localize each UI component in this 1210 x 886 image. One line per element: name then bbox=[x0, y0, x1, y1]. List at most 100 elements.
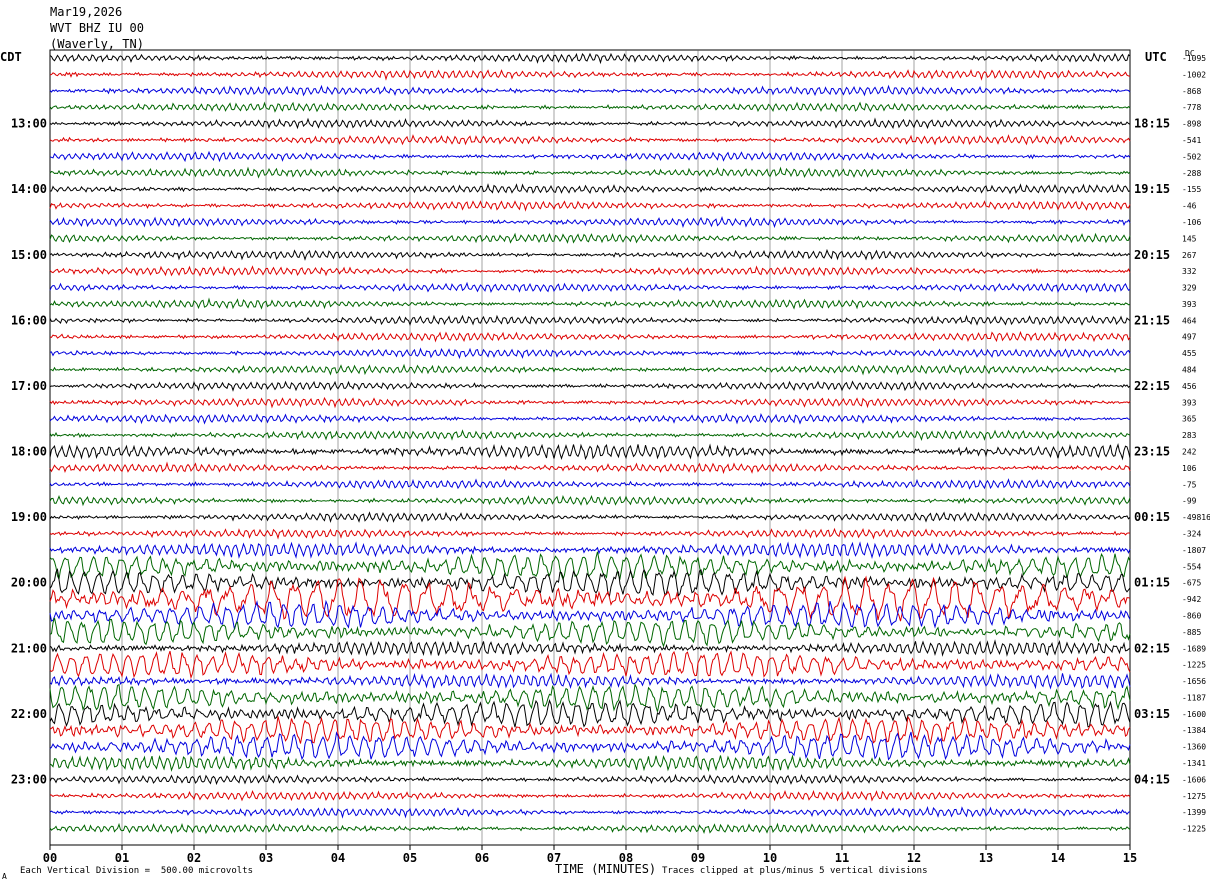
x-tick-label: 10 bbox=[763, 851, 777, 865]
dc-offset-label: -324 bbox=[1182, 529, 1201, 538]
dc-offset-label: -288 bbox=[1182, 169, 1201, 178]
dc-offset-label: -675 bbox=[1182, 579, 1201, 588]
seismic-trace bbox=[49, 216, 1131, 229]
left-hour-label: 23:00 bbox=[11, 772, 47, 786]
corner-mark: A bbox=[2, 872, 7, 881]
seismic-trace bbox=[49, 494, 1131, 507]
right-hour-label: 00:15 bbox=[1134, 510, 1170, 524]
x-tick-label: 09 bbox=[691, 851, 705, 865]
dc-offset-label: 329 bbox=[1182, 284, 1197, 293]
x-tick-label: 13 bbox=[979, 851, 993, 865]
left-hour-label: 20:00 bbox=[11, 576, 47, 590]
seismic-trace bbox=[49, 789, 1131, 802]
right-hour-label: 19:15 bbox=[1134, 182, 1170, 196]
seismic-trace bbox=[49, 396, 1131, 409]
seismic-trace bbox=[49, 461, 1131, 475]
seismic-trace bbox=[49, 363, 1131, 376]
seismic-trace bbox=[49, 265, 1131, 277]
dc-offset-label: -502 bbox=[1182, 152, 1201, 161]
x-tick-label: 00 bbox=[43, 851, 57, 865]
dc-offset-label: -1275 bbox=[1182, 792, 1206, 801]
dc-column-header: DC bbox=[1185, 49, 1195, 58]
x-tick-label: 03 bbox=[259, 851, 273, 865]
seismic-trace bbox=[49, 551, 1131, 581]
dc-offset-label: -1606 bbox=[1182, 775, 1206, 784]
left-hour-label: 19:00 bbox=[11, 510, 47, 524]
x-tick-label: 05 bbox=[403, 851, 417, 865]
x-tick-label: 08 bbox=[619, 851, 633, 865]
seismic-trace bbox=[49, 183, 1131, 195]
dc-offset-label: -1656 bbox=[1182, 677, 1206, 686]
seismic-trace bbox=[49, 805, 1131, 819]
dc-offset-label: 464 bbox=[1182, 316, 1197, 325]
dc-offset-label: -1689 bbox=[1182, 644, 1206, 653]
dc-offset-label: 393 bbox=[1182, 300, 1197, 309]
right-hour-label: 23:15 bbox=[1134, 445, 1170, 459]
dc-offset-label: 456 bbox=[1182, 382, 1197, 391]
seismic-trace bbox=[49, 511, 1131, 523]
x-tick-label: 14 bbox=[1051, 851, 1065, 865]
seismic-trace bbox=[49, 84, 1131, 97]
x-tick-label: 01 bbox=[115, 851, 129, 865]
seismic-trace bbox=[49, 380, 1131, 392]
right-hour-label: 20:15 bbox=[1134, 248, 1170, 262]
seismic-trace bbox=[49, 639, 1131, 657]
seismic-trace bbox=[49, 429, 1131, 442]
left-hour-label: 15:00 bbox=[11, 248, 47, 262]
seismic-trace bbox=[49, 297, 1131, 310]
right-hour-label: 03:15 bbox=[1134, 707, 1170, 721]
seismic-trace bbox=[49, 443, 1131, 461]
dc-offset-label: -155 bbox=[1182, 185, 1201, 194]
seismic-trace bbox=[49, 478, 1131, 490]
x-tick-label: 11 bbox=[835, 851, 849, 865]
x-tick-label: 02 bbox=[187, 851, 201, 865]
dc-offset-label: 393 bbox=[1182, 398, 1197, 407]
x-tick-label: 07 bbox=[547, 851, 561, 865]
header-date: Mar19,2026 bbox=[50, 5, 123, 19]
dc-offset-label: 283 bbox=[1182, 431, 1197, 440]
dc-offset-label: -1341 bbox=[1182, 759, 1206, 768]
dc-offset-label: -106 bbox=[1182, 218, 1201, 227]
clip-note: Traces clipped at plus/minus 5 vertical … bbox=[662, 866, 928, 876]
seismic-trace bbox=[49, 52, 1131, 65]
dc-offset-label: -1600 bbox=[1182, 710, 1206, 719]
dc-offset-label: -46 bbox=[1182, 202, 1197, 211]
dc-offset-label: -75 bbox=[1182, 480, 1197, 489]
dc-offset-label: 242 bbox=[1182, 448, 1197, 457]
dc-offset-label: -1360 bbox=[1182, 743, 1206, 752]
dc-offset-label: 365 bbox=[1182, 415, 1197, 424]
seismic-trace bbox=[49, 150, 1131, 163]
dc-offset-label: -1225 bbox=[1182, 825, 1206, 834]
right-timezone-label: UTC bbox=[1145, 50, 1167, 64]
seismic-trace bbox=[49, 568, 1131, 598]
seismic-trace bbox=[49, 617, 1131, 648]
dc-offset-label: -541 bbox=[1182, 136, 1201, 145]
right-hour-label: 22:15 bbox=[1134, 379, 1170, 393]
seismic-trace bbox=[49, 200, 1131, 212]
seismic-trace bbox=[49, 575, 1131, 622]
left-timezone-label: CDT bbox=[0, 50, 22, 64]
left-hour-label: 17:00 bbox=[11, 379, 47, 393]
seismic-trace bbox=[49, 68, 1131, 81]
seismic-trace bbox=[49, 682, 1131, 712]
seismic-trace bbox=[49, 314, 1131, 326]
seismic-trace bbox=[49, 134, 1131, 146]
station-header: Mar19,2026 WVT BHZ IU 00 (Waverly, TN) bbox=[50, 4, 144, 52]
dc-offset-label: -1187 bbox=[1182, 693, 1206, 702]
seismic-trace bbox=[49, 330, 1131, 343]
dc-offset-label: -860 bbox=[1182, 611, 1201, 620]
seismic-trace bbox=[49, 650, 1131, 680]
seismic-trace bbox=[49, 599, 1131, 630]
right-hour-label: 18:15 bbox=[1134, 117, 1170, 131]
dc-offset-label: -1095 bbox=[1182, 54, 1206, 63]
left-hour-label: 21:00 bbox=[11, 641, 47, 655]
x-tick-label: 06 bbox=[475, 851, 489, 865]
left-hour-label: 16:00 bbox=[11, 313, 47, 327]
right-hour-label: 02:15 bbox=[1134, 641, 1170, 655]
dc-offset-label: 332 bbox=[1182, 267, 1197, 276]
dc-offset-label: 497 bbox=[1182, 333, 1197, 342]
seismic-trace bbox=[49, 347, 1131, 360]
dc-offset-label: 267 bbox=[1182, 251, 1197, 260]
dc-offset-label: -99 bbox=[1182, 497, 1197, 506]
